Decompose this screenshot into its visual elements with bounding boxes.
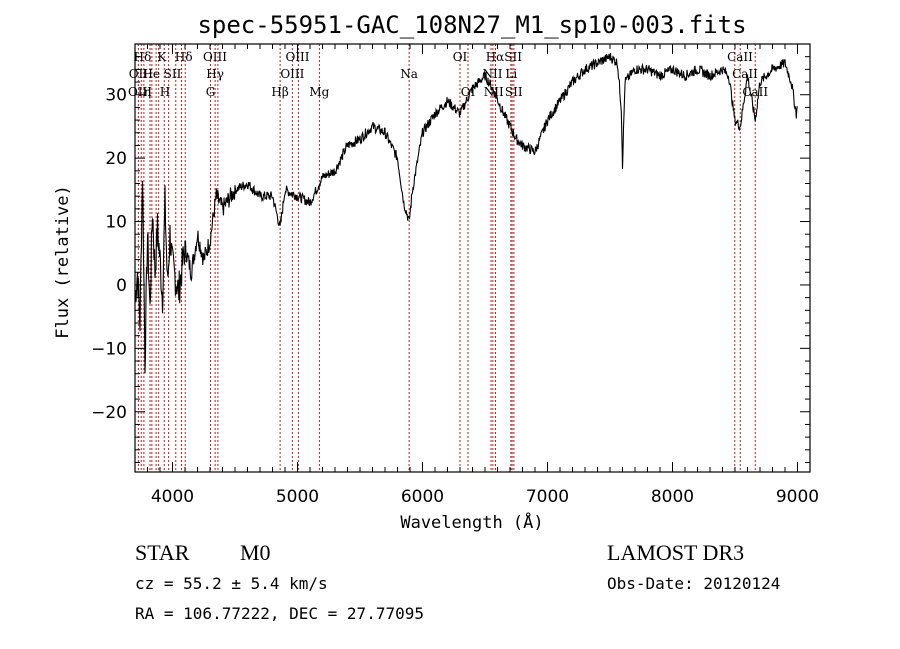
spectral-line-markers — [137, 44, 756, 472]
y-tick-label: 10 — [105, 213, 127, 233]
x-tick-label: 9000 — [776, 487, 819, 507]
line-label-6: Hα — [486, 50, 505, 64]
line-label-10: He — [142, 67, 160, 81]
line-label-23: Mg — [309, 85, 329, 99]
line-label-11: SII — [164, 67, 182, 81]
x-axis-ticks: 4000 5000 6000 7000 8000 9000 — [134, 44, 819, 507]
x-tick-label: 4000 — [151, 487, 194, 507]
x-tick-label: 7000 — [526, 487, 569, 507]
line-label-20: H — [160, 85, 170, 99]
object-class: STAR — [135, 540, 190, 565]
line-label-27: CaII — [742, 85, 768, 99]
x-tick-label: 8000 — [651, 487, 694, 507]
y-axis-ticks: −20 −10 0 10 20 30 — [91, 43, 810, 463]
line-label-26: SII — [505, 85, 523, 99]
line-label-14: Na — [400, 67, 418, 81]
redshift-velocity: cz = 55.2 ± 5.4 km/s — [135, 574, 328, 593]
line-label-4: OIII — [285, 50, 309, 64]
line-label-0: Hδ — [134, 50, 152, 64]
y-tick-label: 30 — [105, 86, 127, 106]
observation-date: Obs-Date: 20120124 — [607, 574, 781, 593]
line-label-22: Hβ — [271, 85, 288, 99]
chart-title: spec-55951-GAC_108N27_M1_sp10-003.fits — [197, 11, 746, 39]
line-label-19: η — [144, 85, 151, 99]
y-axis-label: Flux (relative) — [53, 185, 73, 339]
line-label-17: CaII — [732, 67, 758, 81]
line-label-21: G — [206, 85, 216, 99]
x-tick-label: 6000 — [401, 487, 444, 507]
coordinates: RA = 106.77222, DEC = 27.77095 — [135, 604, 424, 623]
line-label-3: OIII — [203, 50, 227, 64]
line-label-12: Hγ — [206, 67, 224, 81]
line-label-15: NII — [483, 67, 503, 81]
line-label-2: Hδ — [175, 50, 193, 64]
line-label-13: OIII — [280, 67, 304, 81]
line-label-8: CaII — [727, 50, 753, 64]
plot-frame — [134, 43, 811, 473]
object-subclass: M0 — [240, 540, 271, 565]
y-tick-label: 0 — [116, 276, 127, 296]
y-tick-label: −20 — [91, 403, 127, 423]
x-axis-label: Wavelength (Å) — [400, 511, 543, 533]
line-label-1: K — [157, 50, 167, 64]
line-label-18: OIII — [128, 85, 152, 99]
line-label-9: OII — [129, 67, 149, 81]
line-label-7: SII — [504, 50, 522, 64]
y-tick-label: 20 — [105, 149, 127, 169]
x-tick-label: 5000 — [276, 487, 319, 507]
y-tick-label: −10 — [91, 339, 127, 359]
line-label-5: OI — [453, 50, 468, 64]
line-label-16: Li — [505, 67, 517, 81]
survey-name: LAMOST DR3 — [607, 540, 745, 565]
spectrum-series — [134, 53, 799, 374]
